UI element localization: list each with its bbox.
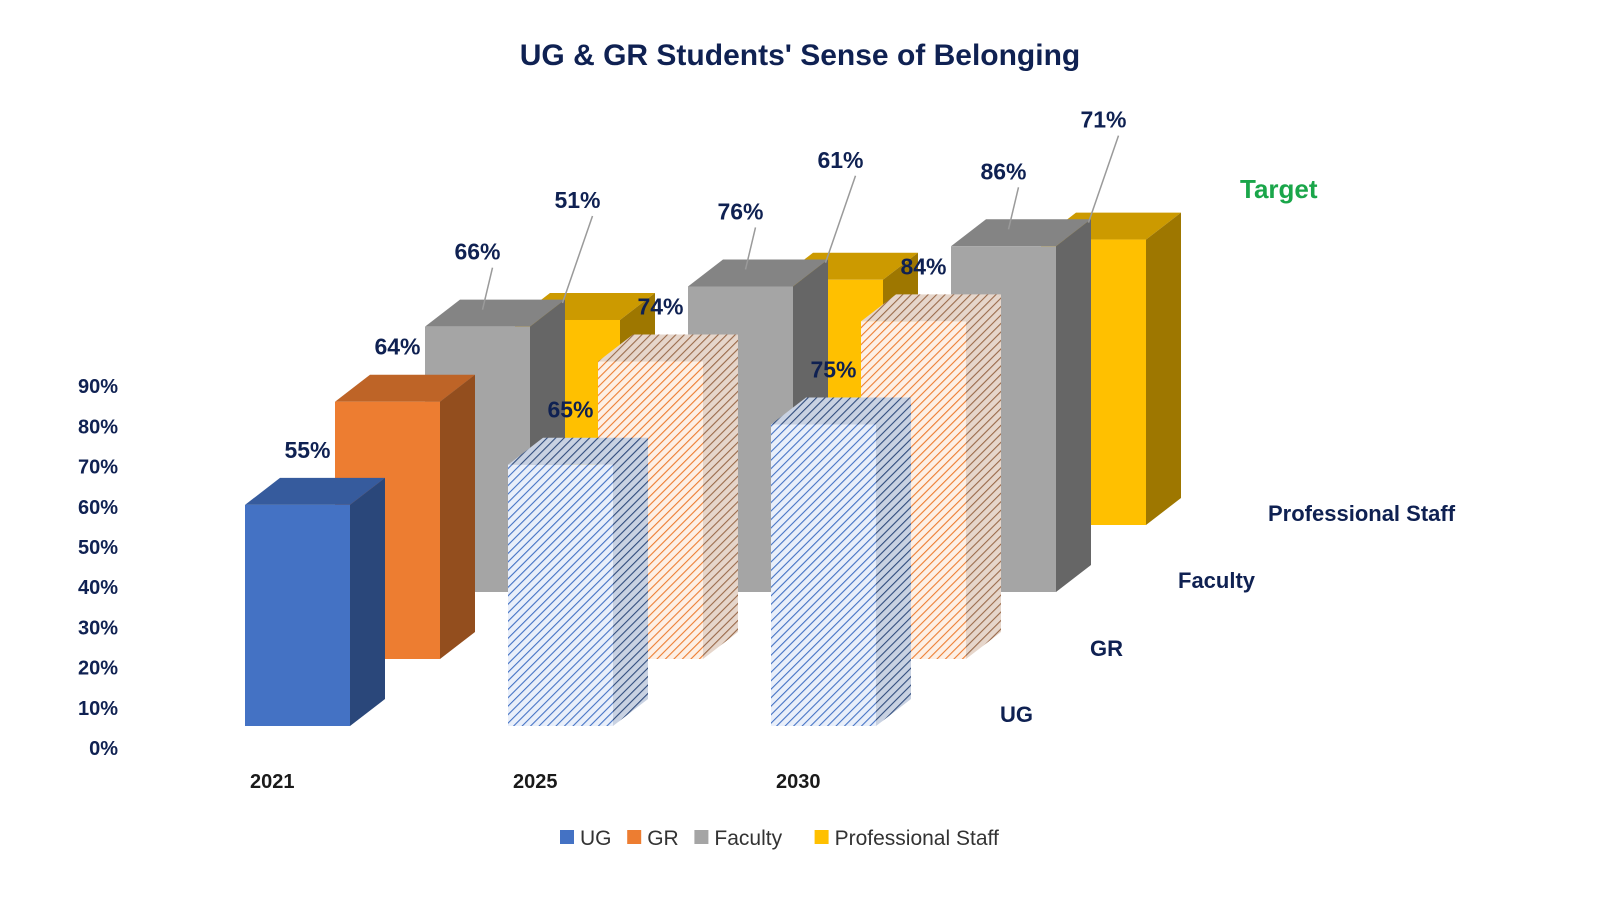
depth-label-gr: GR xyxy=(1090,636,1123,661)
label-leader-line xyxy=(481,267,494,310)
bar-front xyxy=(245,504,350,726)
bar-side xyxy=(966,294,1001,659)
bar-top xyxy=(598,334,738,362)
legend-label-gr: GR xyxy=(647,827,679,850)
data-label-gr-2025: 74% xyxy=(637,294,683,320)
depth-label-faculty: Faculty xyxy=(1178,568,1256,593)
legend-label-ug: UG xyxy=(580,827,612,850)
bars xyxy=(245,212,1181,726)
bar-side xyxy=(350,477,385,726)
bar-front xyxy=(508,464,613,726)
legend-swatch-faculty xyxy=(694,830,709,844)
y-tick-label: 20% xyxy=(78,658,118,680)
depth-label-professional-staff: Professional Staff xyxy=(1268,501,1456,526)
bar-side xyxy=(440,374,475,659)
bar-side xyxy=(613,437,648,726)
x-tick-label-2021: 2021 xyxy=(250,771,295,793)
y-tick-label: 60% xyxy=(78,497,118,519)
bar-side xyxy=(1056,219,1091,592)
bar-ug-2025 xyxy=(508,437,648,726)
data-labels: 51% 61% 71% 66% 76% 86% 64% 74% 84% 55% 65% 75% xyxy=(284,107,1126,463)
y-tick-label: 40% xyxy=(78,577,118,599)
y-axis: 0% 10% 20% 30% 40% 50% 60% 70% 80% 90% xyxy=(78,376,118,760)
data-label-professional-staff-2030: 71% xyxy=(1080,107,1126,133)
data-label-faculty-2025: 76% xyxy=(717,198,763,224)
data-label-faculty-2021: 66% xyxy=(454,239,500,265)
label-leader-line xyxy=(824,175,857,264)
label-leader-line xyxy=(1007,187,1020,230)
bar-top xyxy=(688,259,828,287)
bar-side xyxy=(703,334,738,659)
bar-top xyxy=(335,374,475,402)
data-label-ug-2025: 65% xyxy=(547,397,593,423)
y-tick-label: 80% xyxy=(78,416,118,438)
data-label-faculty-2030: 86% xyxy=(980,158,1026,184)
label-leader-line xyxy=(1087,135,1120,223)
legend: UG GR Faculty Professional Staff xyxy=(560,827,999,850)
label-leader-line xyxy=(561,215,594,304)
chart-title: UG & GR Students' Sense of Belonging xyxy=(520,39,1081,72)
data-label-gr-2021: 64% xyxy=(374,334,420,360)
bar-top xyxy=(508,437,648,465)
bar-top xyxy=(951,219,1091,247)
y-tick-label: 90% xyxy=(78,376,118,398)
bar-front xyxy=(771,424,876,726)
data-label-ug-2030: 75% xyxy=(810,357,856,383)
y-tick-label: 0% xyxy=(89,738,118,760)
x-tick-label-2025: 2025 xyxy=(513,771,558,793)
y-tick-label: 50% xyxy=(78,537,118,559)
legend-label-faculty: Faculty xyxy=(714,827,782,850)
series-depth-labels: UG GR Faculty Professional Staff xyxy=(1000,501,1456,727)
bar-top xyxy=(861,294,1001,322)
bar-side xyxy=(1146,212,1181,525)
y-tick-label: 10% xyxy=(78,698,118,720)
y-tick-label: 30% xyxy=(78,617,118,639)
target-annotation: Target xyxy=(1240,174,1318,204)
bar-top xyxy=(425,299,565,327)
x-axis-categories: 2021 2025 2030 xyxy=(250,771,821,793)
x-tick-label-2030: 2030 xyxy=(776,771,821,793)
bar-top xyxy=(245,477,385,505)
bar-top xyxy=(771,397,911,425)
data-label-gr-2030: 84% xyxy=(900,253,946,279)
legend-label-professional-staff: Professional Staff xyxy=(835,827,999,850)
bar-side xyxy=(876,397,911,726)
data-label-ug-2021: 55% xyxy=(284,437,330,463)
legend-swatch-gr xyxy=(627,830,642,844)
depth-label-ug: UG xyxy=(1000,702,1033,727)
data-label-professional-staff-2021: 51% xyxy=(554,187,600,213)
legend-swatch-professional-staff xyxy=(814,830,829,844)
y-tick-label: 70% xyxy=(78,457,118,479)
bar-ug-2021 xyxy=(245,477,385,726)
legend-swatch-ug xyxy=(560,830,574,844)
data-label-professional-staff-2025: 61% xyxy=(817,147,863,173)
label-leader-line xyxy=(744,227,757,270)
bar-ug-2030 xyxy=(771,397,911,726)
